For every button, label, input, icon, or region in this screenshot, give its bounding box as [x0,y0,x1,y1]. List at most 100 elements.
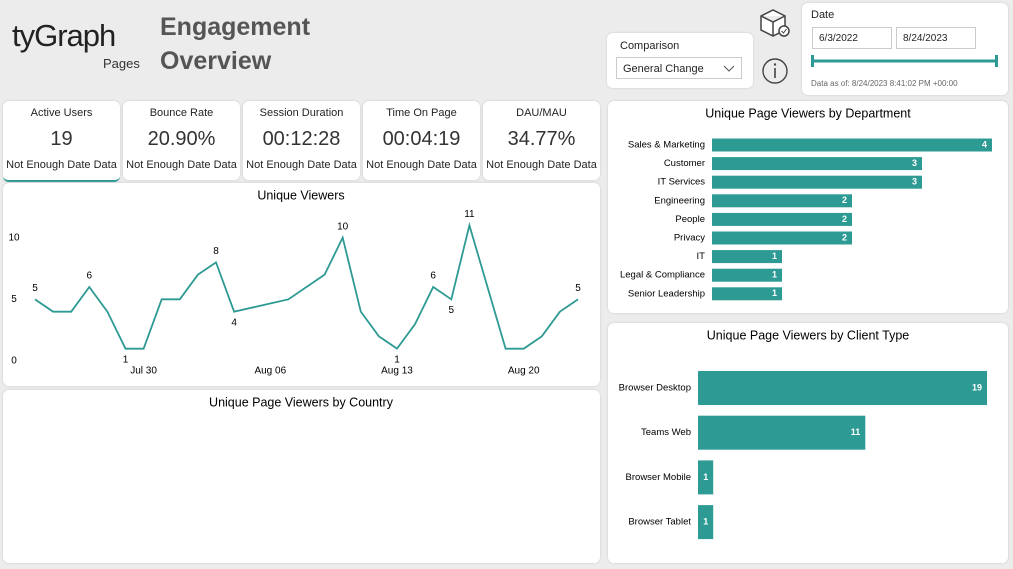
kpi-value: 34.77% [507,128,576,150]
kpi-label: Session Duration [259,107,344,119]
data-label: 2 [842,214,847,224]
category-label: Engineering [654,195,705,206]
page-title: Engagement Overview [160,13,311,75]
chart-title: Unique Page Viewers by Department [705,106,911,120]
bar [712,194,852,208]
data-label: 1 [123,354,129,365]
bar [712,287,782,301]
date-filter[interactable]: Date 6/3/2022 8/24/2023 Data as of: 8/24… [802,3,1008,95]
data-label: 3 [912,158,917,168]
category-label: People [675,214,705,225]
data-label: 4 [231,317,237,328]
kpi-label: Time On Page [386,107,457,119]
data-label: 3 [912,177,917,187]
comparison-dropdown[interactable]: General Change [616,57,742,79]
chart-title: Unique Viewers [257,188,344,202]
kpi-card[interactable]: Session Duration 00:12:28 Not Enough Date … [243,101,360,180]
kpi-note: Not Enough Date Data [366,159,477,171]
kpi-label: Active Users [30,107,93,119]
line [34,221,579,350]
data-label: 11 [851,427,861,437]
date-slider[interactable] [810,55,1000,67]
y-tick-label: 10 [8,232,20,243]
data-label: 11 [464,209,475,220]
data-label: 1 [772,251,777,261]
chart-title: Unique Page Viewers by Client Type [707,328,909,342]
logo-sub: Pages [103,56,140,71]
data-label: 5 [32,283,38,294]
kpi-value: 19 [50,128,73,150]
bar [712,157,922,171]
kpi-label: DAU/MAU [516,107,567,119]
bar [712,231,852,245]
comparison-label: Comparison [620,40,680,52]
country-card [3,390,600,563]
y-tick-label: 0 [11,356,17,367]
data-label: 8 [213,246,219,257]
kpi-note: Not Enough Date Data [6,159,117,171]
category-label: Browser Desktop [619,383,691,394]
data-label: 1 [772,288,777,298]
data-label: 5 [449,305,455,316]
bar [698,460,714,495]
kpi-value: 00:04:19 [382,128,461,150]
data-label: 4 [982,139,987,149]
data-label: 5 [575,283,581,294]
data-label: 6 [87,271,93,282]
data-label: 10 [337,221,349,232]
line-card [3,183,600,386]
kpi-card[interactable]: DAU/MAU 34.77% Not Enough Date Data [483,101,600,180]
data-label: 1 [772,270,777,280]
bar [698,371,987,405]
kpi-note: Not Enough Date Data [126,159,237,171]
kpi-value: 20.90% [147,128,216,150]
y-tick-label: 5 [11,294,17,305]
date-label: Date [811,9,835,21]
data-label: 1 [703,472,708,482]
data-label: 1 [394,354,400,365]
comparison-filter[interactable]: Comparison General Change [607,33,753,88]
data-label: 6 [430,271,436,282]
comparison-value: General Change [623,63,704,75]
category-label: IT Services [658,177,706,188]
data-label: 19 [972,382,982,392]
bar [712,250,782,264]
category-label: Sales & Marketing [628,140,705,151]
category-label: Legal & Compliance [620,270,705,281]
kpi-card[interactable]: Time On Page 00:04:19 Not Enough Date Data [363,101,480,180]
chart-title: Unique Page Viewers by Country [209,395,394,409]
category-label: Customer [664,158,705,169]
data-label: 2 [842,232,847,242]
category-label: Senior Leadership [628,288,705,299]
category-label: Browser Mobile [626,472,691,483]
kpi-value: 00:12:28 [262,128,341,150]
x-tick-label: Aug 13 [381,366,413,377]
info-icon[interactable] [760,56,790,86]
package-icon[interactable] [757,6,793,42]
kpi-card[interactable]: Bounce Rate 20.90% Not Enough Date Data [123,101,240,180]
kpi-label: Bounce Rate [149,107,214,119]
data-label: 1 [703,516,708,526]
bar [698,505,714,540]
x-tick-label: Jul 30 [130,366,157,377]
end-date[interactable]: 8/24/2023 [896,27,976,49]
category-label: Privacy [674,233,705,244]
bar [712,212,852,226]
logo: tyGraph [12,18,116,53]
bar [698,415,866,450]
data-as-of: Data as of: 8/24/2023 8:41:02 PM +00:00 [811,79,958,88]
category-label: IT [697,251,706,262]
bar [712,138,992,152]
start-date[interactable]: 6/3/2022 [812,27,892,49]
category-label: Browser Tablet [628,517,691,528]
chevron [723,65,735,72]
category-label: Teams Web [641,427,691,438]
bar [712,268,782,282]
kpi-note: Not Enough Date Data [486,159,597,171]
x-tick-label: Aug 06 [254,366,286,377]
bar [712,175,922,189]
kpi-card[interactable]: Active Users 19 Not Enough Date Data [3,101,120,182]
x-tick-label: Aug 20 [508,366,540,377]
